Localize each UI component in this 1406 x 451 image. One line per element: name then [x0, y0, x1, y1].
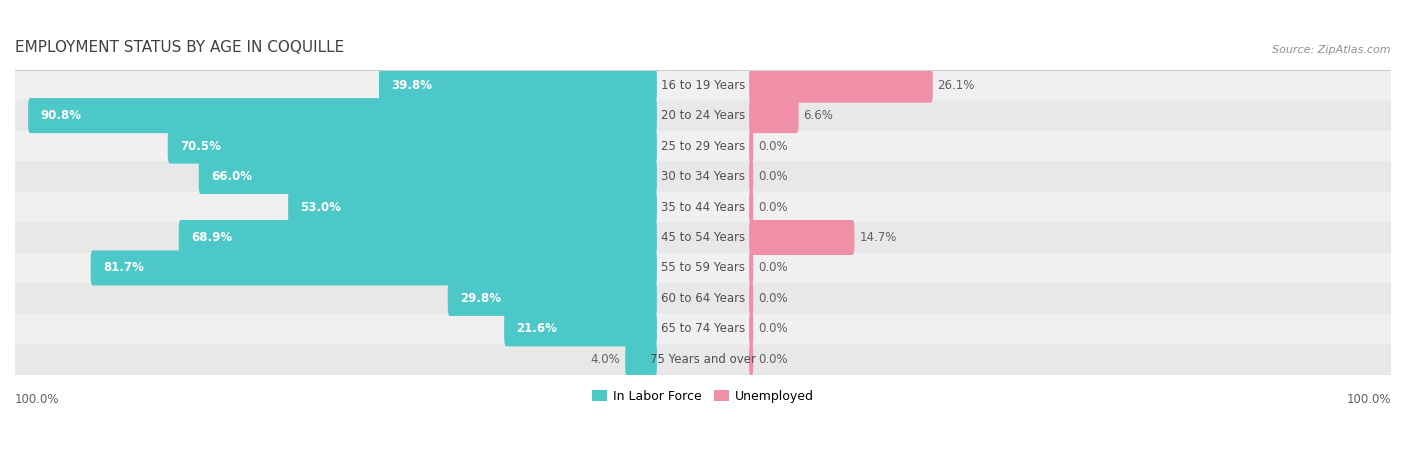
Text: 0.0%: 0.0%: [758, 322, 787, 336]
Bar: [15, 192, 1391, 222]
Text: 20 to 24 Years: 20 to 24 Years: [661, 109, 745, 122]
FancyBboxPatch shape: [28, 98, 657, 133]
Text: 75 Years and over: 75 Years and over: [650, 353, 756, 366]
Text: 45 to 54 Years: 45 to 54 Years: [661, 231, 745, 244]
Text: 35 to 44 Years: 35 to 44 Years: [661, 201, 745, 213]
FancyBboxPatch shape: [90, 250, 657, 285]
FancyBboxPatch shape: [749, 311, 754, 346]
Text: 0.0%: 0.0%: [758, 170, 787, 183]
FancyBboxPatch shape: [749, 129, 754, 164]
Text: 65 to 74 Years: 65 to 74 Years: [661, 322, 745, 336]
Text: 0.0%: 0.0%: [758, 292, 787, 305]
Bar: [15, 70, 1391, 101]
FancyBboxPatch shape: [749, 342, 754, 377]
Bar: [15, 222, 1391, 253]
FancyBboxPatch shape: [198, 159, 657, 194]
Text: 0.0%: 0.0%: [758, 262, 787, 274]
FancyBboxPatch shape: [749, 98, 799, 133]
Text: 60 to 64 Years: 60 to 64 Years: [661, 292, 745, 305]
Text: 81.7%: 81.7%: [103, 262, 143, 274]
Text: EMPLOYMENT STATUS BY AGE IN COQUILLE: EMPLOYMENT STATUS BY AGE IN COQUILLE: [15, 40, 344, 55]
FancyBboxPatch shape: [749, 281, 754, 316]
Text: 100.0%: 100.0%: [1347, 393, 1391, 406]
Bar: [15, 253, 1391, 283]
FancyBboxPatch shape: [626, 342, 657, 377]
FancyBboxPatch shape: [749, 189, 754, 225]
Text: 66.0%: 66.0%: [211, 170, 252, 183]
Bar: [15, 161, 1391, 192]
Text: 26.1%: 26.1%: [938, 78, 974, 92]
Text: 21.6%: 21.6%: [516, 322, 557, 336]
Text: 25 to 29 Years: 25 to 29 Years: [661, 139, 745, 152]
FancyBboxPatch shape: [505, 311, 657, 346]
FancyBboxPatch shape: [288, 189, 657, 225]
Text: 29.8%: 29.8%: [460, 292, 501, 305]
Bar: [15, 283, 1391, 313]
Text: 70.5%: 70.5%: [180, 139, 221, 152]
Text: 0.0%: 0.0%: [758, 201, 787, 213]
Bar: [15, 313, 1391, 344]
Text: Source: ZipAtlas.com: Source: ZipAtlas.com: [1272, 45, 1391, 55]
Text: 90.8%: 90.8%: [41, 109, 82, 122]
Bar: [15, 101, 1391, 131]
Bar: [15, 344, 1391, 374]
Text: 68.9%: 68.9%: [191, 231, 232, 244]
Text: 14.7%: 14.7%: [859, 231, 897, 244]
Text: 0.0%: 0.0%: [758, 353, 787, 366]
FancyBboxPatch shape: [749, 250, 754, 285]
Text: 39.8%: 39.8%: [391, 78, 432, 92]
FancyBboxPatch shape: [167, 129, 657, 164]
FancyBboxPatch shape: [447, 281, 657, 316]
Text: 4.0%: 4.0%: [591, 353, 620, 366]
FancyBboxPatch shape: [380, 68, 657, 103]
Text: 6.6%: 6.6%: [803, 109, 834, 122]
FancyBboxPatch shape: [749, 159, 754, 194]
Text: 30 to 34 Years: 30 to 34 Years: [661, 170, 745, 183]
Text: 100.0%: 100.0%: [15, 393, 59, 406]
Text: 55 to 59 Years: 55 to 59 Years: [661, 262, 745, 274]
Legend: In Labor Force, Unemployed: In Labor Force, Unemployed: [586, 385, 820, 408]
Text: 0.0%: 0.0%: [758, 139, 787, 152]
FancyBboxPatch shape: [179, 220, 657, 255]
Text: 53.0%: 53.0%: [301, 201, 342, 213]
FancyBboxPatch shape: [749, 68, 932, 103]
FancyBboxPatch shape: [749, 220, 855, 255]
Text: 16 to 19 Years: 16 to 19 Years: [661, 78, 745, 92]
Bar: [15, 131, 1391, 161]
